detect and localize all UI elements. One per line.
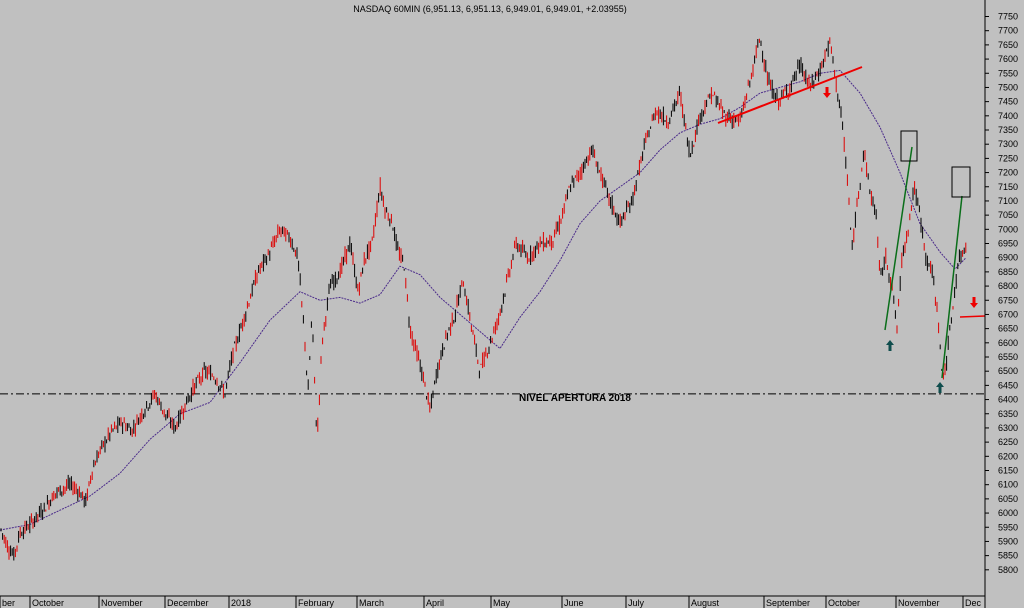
y-tick-label: 6100 — [998, 480, 1018, 490]
y-tick-label: 6800 — [998, 281, 1018, 291]
y-tick-label: 7750 — [998, 12, 1018, 22]
y-tick-label: 7200 — [998, 168, 1018, 178]
y-tick-label: 6850 — [998, 267, 1018, 277]
up-arrow-icon — [936, 382, 944, 393]
y-tick-label: 7350 — [998, 125, 1018, 135]
y-tick-label: 6650 — [998, 324, 1018, 334]
y-tick-label: 6500 — [998, 366, 1018, 376]
month-label: June — [564, 598, 584, 608]
month-label: December — [167, 598, 209, 608]
y-tick-label: 6000 — [998, 508, 1018, 518]
month-label: September — [766, 598, 810, 608]
y-tick-label: 7500 — [998, 82, 1018, 92]
y-tick-label: 6050 — [998, 494, 1018, 504]
y-tick-label: 7700 — [998, 26, 1018, 36]
month-label: May — [493, 598, 511, 608]
y-tick-label: 7100 — [998, 196, 1018, 206]
y-tick-label: 6400 — [998, 395, 1018, 405]
month-label: July — [628, 598, 645, 608]
y-tick-label: 6950 — [998, 239, 1018, 249]
y-tick-label: 6250 — [998, 437, 1018, 447]
month-label: November — [101, 598, 143, 608]
month-label: October — [828, 598, 860, 608]
month-label: April — [426, 598, 444, 608]
chart-title: NASDAQ 60MIN (6,951.13, 6,951.13, 6,949.… — [353, 4, 626, 14]
y-tick-label: 6450 — [998, 380, 1018, 390]
y-tick-label: 6750 — [998, 295, 1018, 305]
y-tick-label: 6150 — [998, 466, 1018, 476]
y-tick-label: 7450 — [998, 97, 1018, 107]
resistance-line — [959, 315, 986, 318]
y-tick-label: 6900 — [998, 253, 1018, 263]
month-label: November — [898, 598, 940, 608]
y-tick-label: 7150 — [998, 182, 1018, 192]
up-arrow-icon — [886, 340, 894, 351]
y-tick-label: 5850 — [998, 551, 1018, 561]
target-box — [900, 130, 918, 162]
down-arrow-icon — [970, 297, 978, 308]
y-tick-label: 6550 — [998, 352, 1018, 362]
y-tick-label: 7650 — [998, 40, 1018, 50]
y-tick-label: 7050 — [998, 210, 1018, 220]
down-arrow-icon — [823, 87, 831, 98]
month-label: Dec — [965, 598, 982, 608]
target-box — [951, 166, 971, 198]
rally-line — [884, 146, 913, 331]
y-tick-label: 5900 — [998, 536, 1018, 546]
month-label: March — [359, 598, 384, 608]
y-tick-label: 7400 — [998, 111, 1018, 121]
y-tick-label: 6600 — [998, 338, 1018, 348]
y-tick-label: 6700 — [998, 309, 1018, 319]
month-label: August — [691, 598, 720, 608]
y-tick-label: 7600 — [998, 54, 1018, 64]
support-trendline — [717, 66, 863, 124]
month-label: October — [32, 598, 64, 608]
y-tick-label: 7250 — [998, 153, 1018, 163]
level-label: NIVEL APERTURA 2018 — [519, 393, 631, 404]
candles-layer — [0, 37, 967, 561]
y-tick-label: 6300 — [998, 423, 1018, 433]
overlay-layer — [717, 66, 986, 393]
y-tick-label: 6200 — [998, 451, 1018, 461]
y-tick-label: 6350 — [998, 409, 1018, 419]
y-tick-label: 7000 — [998, 224, 1018, 234]
month-label: February — [298, 598, 335, 608]
y-tick-label: 7550 — [998, 68, 1018, 78]
rally-line — [941, 195, 963, 379]
y-tick-label: 5950 — [998, 522, 1018, 532]
month-label: ber — [2, 598, 15, 608]
y-tick-label: 7300 — [998, 139, 1018, 149]
month-label: 2018 — [231, 598, 251, 608]
y-tick-label: 5800 — [998, 565, 1018, 575]
